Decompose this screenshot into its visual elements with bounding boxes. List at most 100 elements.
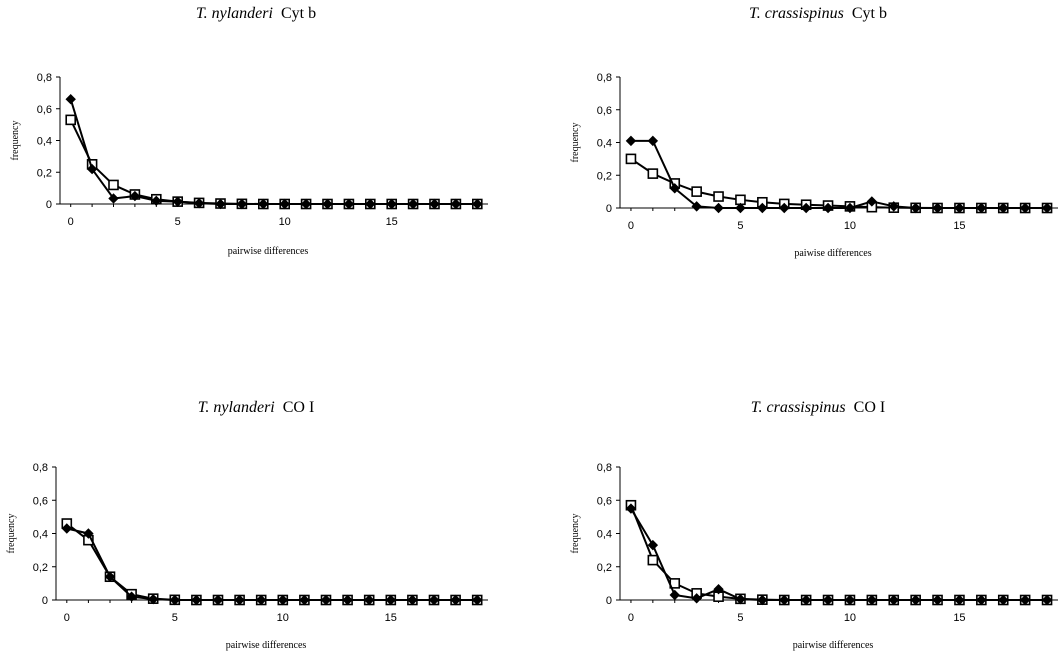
chart-title-marker: Cyt b: [844, 5, 887, 22]
x-axis-label: paiwise differences: [794, 248, 871, 259]
data-point-diamond: [365, 198, 376, 210]
y-tick-label: 0,8: [33, 462, 48, 474]
data-point-diamond: [299, 594, 310, 606]
series-diamond-line: [630, 139, 1048, 209]
chart-title: T. crassispinus Cyt b: [749, 5, 887, 22]
data-point-diamond: [800, 202, 812, 214]
chart-title-species: T. crassispinus: [749, 5, 844, 22]
y-tick-label: 0,8: [597, 72, 612, 84]
data-point-diamond: [407, 198, 419, 210]
data-point-diamond: [147, 593, 159, 605]
data-point-diamond: [212, 594, 224, 606]
data-point-diamond: [954, 594, 965, 606]
data-point-diamond: [888, 594, 899, 606]
y-tick-label: 0,2: [597, 562, 612, 574]
chart-title-marker: CO I: [275, 399, 315, 416]
x-tick-label: 5: [737, 220, 743, 232]
data-point-diamond: [126, 591, 137, 602]
chart-title: T. nylanderi CO I: [198, 399, 315, 416]
data-point-diamond: [86, 163, 98, 175]
data-point-diamond: [735, 593, 746, 605]
x-tick-label: 10: [277, 612, 289, 624]
data-point-diamond: [998, 594, 1009, 606]
y-axis-label: frequency: [570, 123, 581, 163]
data-point-diamond: [215, 198, 226, 210]
data-point-diamond: [61, 523, 73, 534]
data-point-diamond: [757, 594, 768, 606]
data-point-diamond: [800, 594, 812, 606]
data-point-diamond: [691, 201, 702, 212]
data-point-diamond: [255, 594, 267, 606]
data-point-diamond: [342, 594, 353, 606]
data-point-diamond: [450, 594, 461, 606]
y-tick-label: 0,2: [33, 562, 48, 574]
data-point-diamond: [450, 198, 462, 210]
x-tick-label: 5: [172, 612, 178, 624]
y-axis-label: frequency: [570, 514, 581, 554]
data-point-diamond: [151, 195, 162, 207]
x-tick-label: 0: [628, 220, 634, 232]
data-point-diamond: [279, 198, 290, 210]
y-tick-label: 0: [606, 595, 612, 607]
data-point-diamond: [385, 594, 397, 606]
data-point-diamond: [888, 201, 899, 212]
data-point-diamond: [236, 198, 248, 210]
chart-panel-1: T. nylanderi Cyt b 0 0,2 0,4 0,6 0,8 0 5 10 15 pai…: [10, 5, 488, 257]
series-square-line: [630, 158, 1048, 209]
series-square-line: [630, 504, 1048, 601]
data-point-diamond: [713, 583, 724, 595]
chart-title: T. nylanderi Cyt b: [196, 5, 316, 22]
x-axis-label: pairwise differences: [226, 640, 307, 651]
x-tick-label: 0: [628, 612, 634, 624]
data-point-diamond: [193, 197, 205, 209]
data-point-diamond: [976, 202, 987, 214]
y-tick-label: 0,8: [597, 462, 612, 474]
data-point-square: [647, 554, 659, 566]
data-point-square: [625, 153, 637, 165]
data-point-diamond: [844, 594, 856, 606]
data-point-diamond: [386, 198, 397, 210]
y-tick-label: 0,2: [597, 170, 612, 182]
y-tick-label: 0,4: [597, 138, 612, 150]
chart-panel-2: T. crassispinus Cyt b 0 0,2 0,4 0,6 0,8 0 5 10 15…: [570, 5, 1058, 259]
chart-title-marker: CO I: [846, 399, 886, 416]
data-point-diamond: [866, 594, 878, 606]
data-point-diamond: [647, 135, 659, 147]
data-point-diamond: [258, 198, 269, 210]
data-point-diamond: [976, 594, 987, 606]
data-point-diamond: [910, 594, 921, 606]
data-point-diamond: [1019, 202, 1031, 214]
series-diamond-line: [69, 98, 478, 205]
chart-title-marker: Cyt b: [273, 5, 316, 22]
data-point-diamond: [108, 193, 119, 204]
data-point-diamond: [669, 589, 680, 601]
data-point-diamond: [1019, 594, 1031, 606]
x-tick-label: 15: [953, 612, 965, 624]
y-tick-label: 0: [46, 199, 52, 211]
x-tick-label: 15: [385, 612, 397, 624]
data-point-diamond: [757, 202, 768, 214]
x-tick-label: 5: [737, 612, 743, 624]
data-point-diamond: [300, 198, 312, 210]
data-point-square: [65, 114, 76, 126]
chart-panel-4: T. crassispinus CO I 0 0,2 0,4 0,6 0,8 0 5 10 15 p…: [570, 399, 1058, 651]
data-point-square: [691, 186, 702, 197]
data-point-diamond: [779, 202, 790, 214]
data-point-diamond: [998, 202, 1009, 214]
y-tick-label: 0: [606, 203, 612, 215]
data-point-diamond: [407, 594, 418, 606]
data-point-diamond: [735, 202, 746, 214]
y-tick-label: 0,4: [33, 529, 48, 541]
data-point-diamond: [844, 202, 856, 214]
x-tick-label: 0: [64, 612, 70, 624]
x-axis-label: pairwise differences: [793, 640, 874, 651]
data-point-diamond: [713, 202, 724, 214]
data-point-diamond: [932, 594, 943, 606]
x-tick-label: 0: [68, 216, 74, 228]
data-point-diamond: [83, 528, 94, 539]
data-point-diamond: [472, 198, 483, 210]
chart-title-species: T. nylanderi: [196, 5, 273, 22]
y-tick-label: 0,6: [33, 495, 48, 507]
series-square-line: [66, 522, 478, 601]
